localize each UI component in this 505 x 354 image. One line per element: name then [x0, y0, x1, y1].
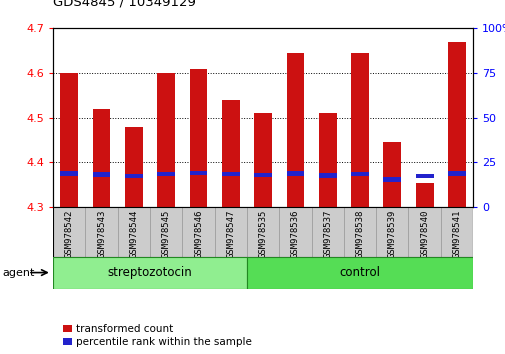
Text: control: control	[339, 266, 380, 279]
Text: GSM978538: GSM978538	[355, 210, 364, 258]
Bar	[85, 207, 118, 257]
Bar	[415, 173, 433, 178]
Bar	[415, 183, 433, 207]
Bar	[189, 171, 207, 175]
Bar	[53, 207, 85, 257]
Bar	[92, 172, 110, 177]
Bar	[118, 207, 150, 257]
Bar	[254, 173, 272, 177]
Bar	[222, 172, 239, 176]
Bar	[408, 207, 440, 257]
Text: GSM978544: GSM978544	[129, 210, 138, 258]
Text: agent: agent	[3, 268, 35, 278]
Text: GSM978539: GSM978539	[387, 210, 396, 258]
Bar	[150, 207, 182, 257]
Text: GDS4845 / 10349129: GDS4845 / 10349129	[53, 0, 195, 9]
Bar	[286, 171, 304, 176]
Bar	[246, 257, 472, 289]
Text: GSM978537: GSM978537	[323, 210, 332, 258]
Bar	[214, 207, 246, 257]
Bar	[254, 113, 272, 207]
Bar	[182, 207, 214, 257]
Bar	[279, 207, 311, 257]
Text: GSM978536: GSM978536	[290, 210, 299, 258]
Bar	[286, 53, 304, 207]
Bar	[318, 173, 336, 178]
Bar	[157, 172, 175, 176]
Bar	[383, 142, 400, 207]
Bar	[60, 73, 78, 207]
Bar	[383, 177, 400, 182]
Bar	[343, 207, 375, 257]
Text: GSM978543: GSM978543	[97, 210, 106, 258]
Text: GSM978545: GSM978545	[162, 210, 170, 258]
Bar	[311, 207, 343, 257]
Bar	[350, 172, 368, 176]
Bar	[125, 173, 142, 178]
Bar	[53, 257, 246, 289]
Bar	[246, 207, 279, 257]
Bar	[92, 109, 110, 207]
Bar	[189, 69, 207, 207]
Bar	[60, 171, 78, 176]
Bar	[125, 127, 142, 207]
Text: GSM978547: GSM978547	[226, 210, 235, 258]
Bar	[440, 207, 472, 257]
Bar	[447, 42, 465, 207]
Text: GSM978542: GSM978542	[65, 210, 74, 258]
Text: GSM978541: GSM978541	[451, 210, 461, 258]
Bar	[350, 53, 368, 207]
Text: GSM978535: GSM978535	[258, 210, 267, 258]
Bar	[375, 207, 408, 257]
Text: GSM978546: GSM978546	[193, 210, 203, 258]
Bar	[222, 100, 239, 207]
Bar	[157, 73, 175, 207]
Bar	[447, 171, 465, 176]
Text: streptozotocin: streptozotocin	[108, 266, 192, 279]
Legend: transformed count, percentile rank within the sample: transformed count, percentile rank withi…	[63, 324, 251, 347]
Text: GSM978540: GSM978540	[419, 210, 428, 258]
Bar	[318, 113, 336, 207]
